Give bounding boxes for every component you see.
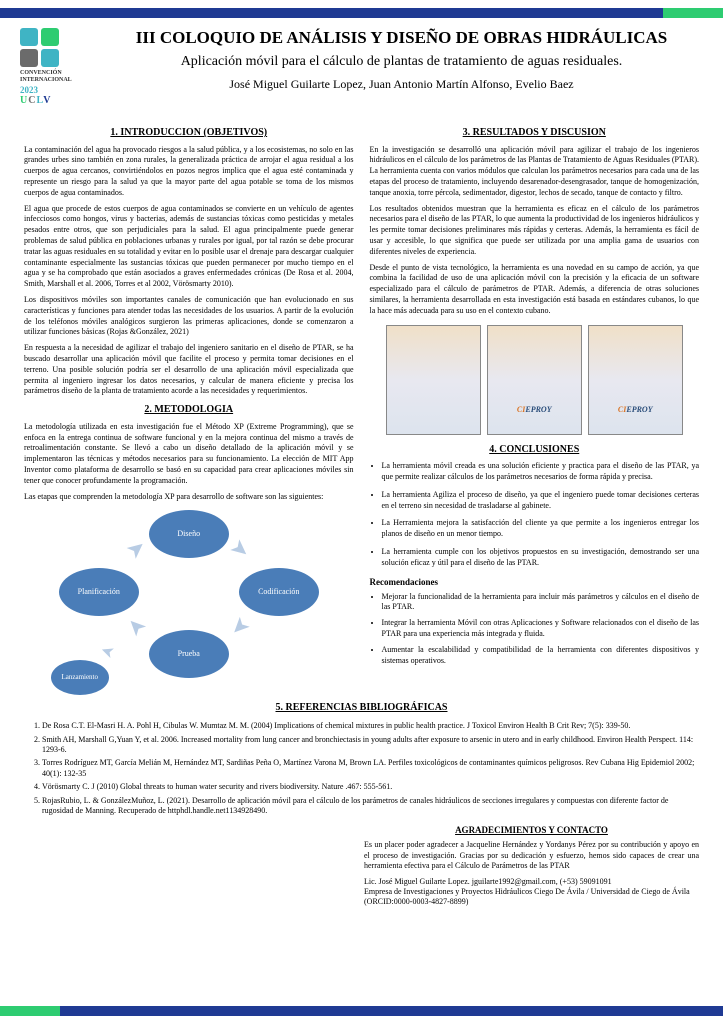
conclusion-item: La Herramienta mejora la satisfacción de… bbox=[382, 518, 700, 540]
logo-year: 2023 bbox=[20, 85, 90, 95]
logo-uclv: UCLV bbox=[20, 95, 90, 106]
recommendations-list: Mejorar la funcionalidad de la herramien… bbox=[370, 592, 700, 667]
references-list: De Rosa C.T. El-Masri H. A. Pohl H, Cibu… bbox=[24, 721, 699, 816]
right-column: 3. RESULTADOS Y DISCUSION En la investig… bbox=[370, 120, 700, 694]
references-section: 5. REFERENCIAS BIBLIOGRÁFICAS De Rosa C.… bbox=[0, 702, 723, 816]
cycle-arrow-icon: ➤ bbox=[119, 610, 153, 644]
reference-item: De Rosa C.T. El-Masri H. A. Pohl H, Cibu… bbox=[42, 721, 699, 731]
intro-p2: El agua que procede de estos cuerpos de … bbox=[24, 204, 354, 290]
results-p3: Desde el punto de vista tecnológico, la … bbox=[370, 263, 700, 317]
recommendation-item: Aumentar la escalabilidad y compatibilid… bbox=[382, 645, 700, 667]
intro-p3: Los dispositivos móviles son importantes… bbox=[24, 295, 354, 338]
cycle-node-lanzamiento: Lanzamiento bbox=[51, 660, 109, 695]
reference-item: Torres Rodríguez MT, García Melián M, He… bbox=[42, 758, 699, 779]
logo-label: CONVENCIÓN INTERNACIONAL bbox=[20, 70, 90, 83]
poster-subtitle: Aplicación móvil para el cálculo de plan… bbox=[100, 54, 703, 71]
results-p2: Los resultados obtenidos muestran que la… bbox=[370, 204, 700, 258]
contact-line-2: Empresa de Investigaciones y Proyectos H… bbox=[364, 887, 699, 908]
reference-item: Vörösmarty C. J (2010) Global threats to… bbox=[42, 782, 699, 792]
cycle-arrow-icon: ➤ bbox=[223, 610, 257, 644]
cycle-arrow-icon: ➤ bbox=[119, 532, 152, 567]
conclusions-title: 4. CONCLUSIONES bbox=[370, 443, 700, 457]
xp-cycle-diagram: Diseño Codificación Prueba Planificación… bbox=[49, 510, 329, 690]
poster-authors: José Miguel Guilarte Lopez, Juan Antonio… bbox=[100, 77, 703, 92]
event-logo: CONVENCIÓN INTERNACIONAL 2023 UCLV bbox=[20, 28, 90, 106]
bottom-accent-bar bbox=[0, 1006, 723, 1016]
reference-item: Smith AH, Marshall G,Yuan Y, et al. 2006… bbox=[42, 735, 699, 756]
conclusions-list: La herramienta móvil creada es una soluc… bbox=[370, 461, 700, 568]
app-brand: CIEPROY bbox=[488, 405, 581, 416]
top-accent-bar bbox=[0, 8, 723, 18]
screenshot-1 bbox=[386, 325, 481, 435]
cycle-arrow-icon: ➤ bbox=[97, 639, 117, 664]
acknowledgments-section: AGRADECIMIENTOS Y CONTACTO Es un placer … bbox=[340, 819, 723, 907]
intro-p4: En respuesta a la necesidad de agilizar … bbox=[24, 343, 354, 397]
method-p1: La metodología utilizada en esta investi… bbox=[24, 422, 354, 487]
cycle-node-codificacion: Codificación bbox=[239, 568, 319, 616]
ack-text: Es un placer poder agradecer a Jacquelin… bbox=[364, 840, 699, 871]
cycle-node-planificacion: Planificación bbox=[59, 568, 139, 616]
app-brand: CIEPROY bbox=[589, 405, 682, 416]
results-title: 3. RESULTADOS Y DISCUSION bbox=[370, 126, 700, 140]
references-title: 5. REFERENCIAS BIBLIOGRÁFICAS bbox=[24, 702, 699, 713]
intro-p1: La contaminación del agua ha provocado r… bbox=[24, 145, 354, 199]
poster-title: III COLOQUIO DE ANÁLISIS Y DISEÑO DE OBR… bbox=[100, 28, 703, 48]
ack-title: AGRADECIMIENTOS Y CONTACTO bbox=[364, 825, 699, 835]
method-title: 2. METODOLOGIA bbox=[24, 403, 354, 417]
app-screenshots: CIEPROY CIEPROY bbox=[370, 325, 700, 435]
method-p2: Las etapas que comprenden la metodología… bbox=[24, 492, 354, 503]
recommendation-item: Mejorar la funcionalidad de la herramien… bbox=[382, 592, 700, 614]
results-p1: En la investigación se desarrolló una ap… bbox=[370, 145, 700, 199]
reference-item: RojasRubio, L. & GonzálezMuñoz, L. (2021… bbox=[42, 796, 699, 817]
contact-line-1: Lic. José Miguel Guilarte Lopez. jguilar… bbox=[364, 877, 699, 887]
conclusion-item: La herramienta Agiliza el proceso de dis… bbox=[382, 490, 700, 512]
content-columns: 1. INTRODUCCION (OBJETIVOS) La contamina… bbox=[0, 114, 723, 694]
screenshot-3: CIEPROY bbox=[588, 325, 683, 435]
conclusion-item: La herramienta móvil creada es una soluc… bbox=[382, 461, 700, 483]
cycle-node-prueba: Prueba bbox=[149, 630, 229, 678]
intro-title: 1. INTRODUCCION (OBJETIVOS) bbox=[24, 126, 354, 140]
left-column: 1. INTRODUCCION (OBJETIVOS) La contamina… bbox=[24, 120, 354, 694]
cycle-node-diseno: Diseño bbox=[149, 510, 229, 558]
recommendations-title: Recomendaciones bbox=[370, 576, 700, 588]
recommendation-item: Integrar la herramienta Móvil con otras … bbox=[382, 618, 700, 640]
screenshot-2: CIEPROY bbox=[487, 325, 582, 435]
conclusion-item: La herramienta cumple con los objetivos … bbox=[382, 547, 700, 569]
